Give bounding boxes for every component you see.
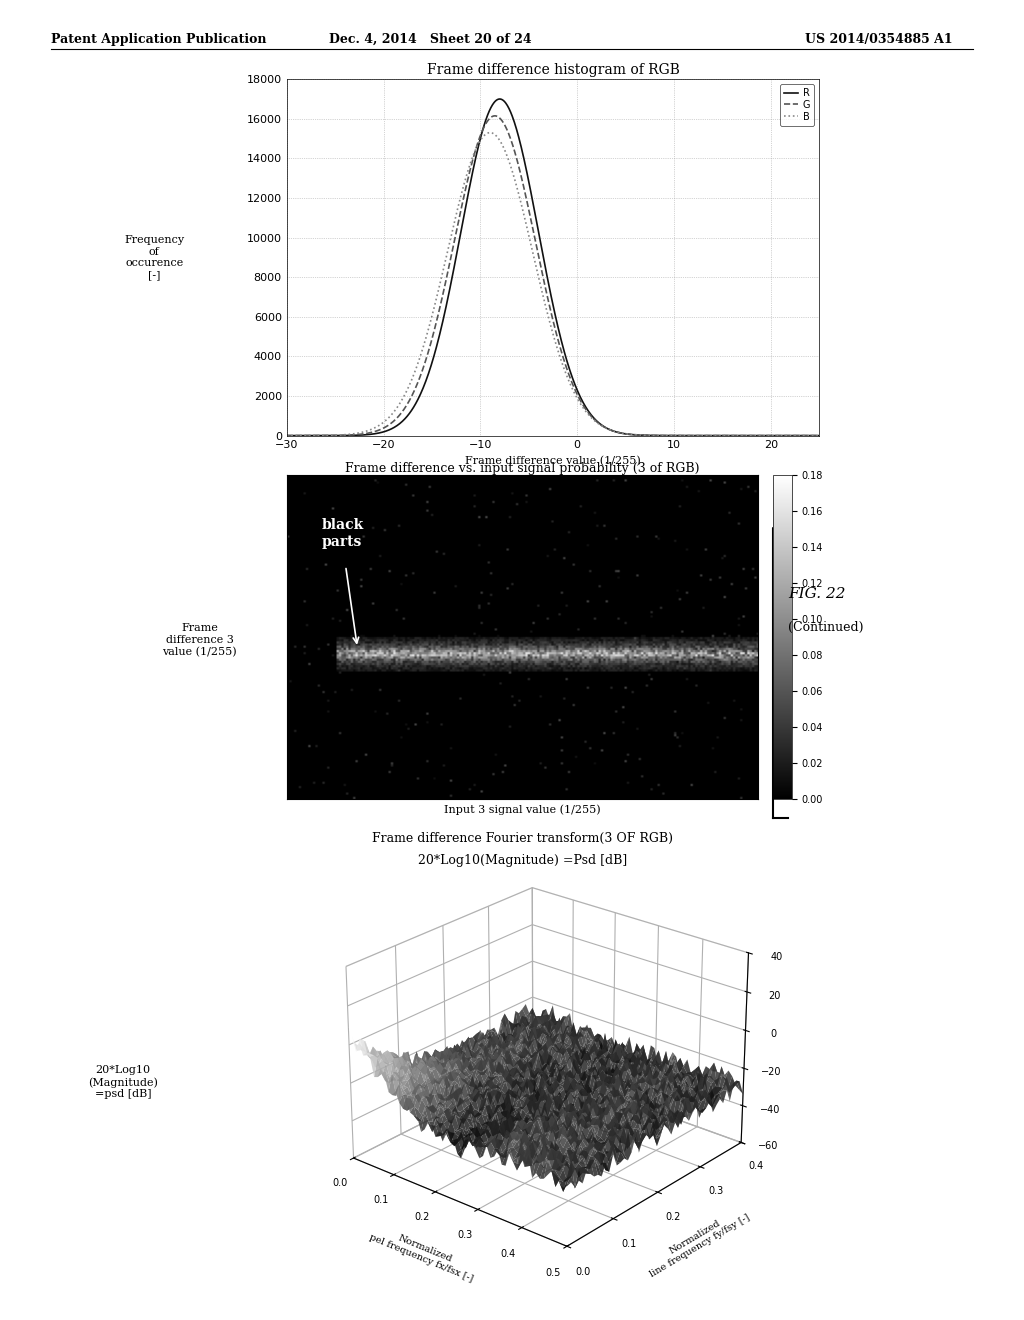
Title: Frame difference histogram of RGB: Frame difference histogram of RGB bbox=[427, 62, 679, 77]
Legend: R, G, B: R, G, B bbox=[779, 84, 814, 125]
Text: black
parts: black parts bbox=[322, 519, 365, 549]
Text: 20*Log10
(Magnitude)
=psd [dB]: 20*Log10 (Magnitude) =psd [dB] bbox=[88, 1065, 158, 1100]
Text: FIG. 22: FIG. 22 bbox=[788, 587, 846, 601]
X-axis label: Frame difference value (1/255): Frame difference value (1/255) bbox=[465, 455, 641, 466]
Text: Dec. 4, 2014   Sheet 20 of 24: Dec. 4, 2014 Sheet 20 of 24 bbox=[329, 33, 531, 46]
Text: Frame difference vs. input signal probability (3 of RGB): Frame difference vs. input signal probab… bbox=[345, 462, 699, 475]
X-axis label: Normalized
pel frequency fx/fsx [-]: Normalized pel frequency fx/fsx [-] bbox=[368, 1224, 478, 1283]
Text: US 2014/0354885 A1: US 2014/0354885 A1 bbox=[805, 33, 952, 46]
Y-axis label: Normalized
line frequency fy/fsy [-]: Normalized line frequency fy/fsy [-] bbox=[643, 1204, 752, 1279]
X-axis label: Input 3 signal value (1/255): Input 3 signal value (1/255) bbox=[444, 804, 600, 814]
Text: Frame difference Fourier transform(3 OF RGB): Frame difference Fourier transform(3 OF … bbox=[372, 832, 673, 845]
Y-axis label: Frequency
of
occurence
[-]: Frequency of occurence [-] bbox=[124, 235, 184, 280]
Text: Frame
difference 3
value (1/255): Frame difference 3 value (1/255) bbox=[163, 623, 237, 657]
Text: 20*Log10(Magnitude) =Psd [dB]: 20*Log10(Magnitude) =Psd [dB] bbox=[418, 854, 627, 867]
Text: (Continued): (Continued) bbox=[788, 620, 864, 634]
Text: Patent Application Publication: Patent Application Publication bbox=[51, 33, 266, 46]
